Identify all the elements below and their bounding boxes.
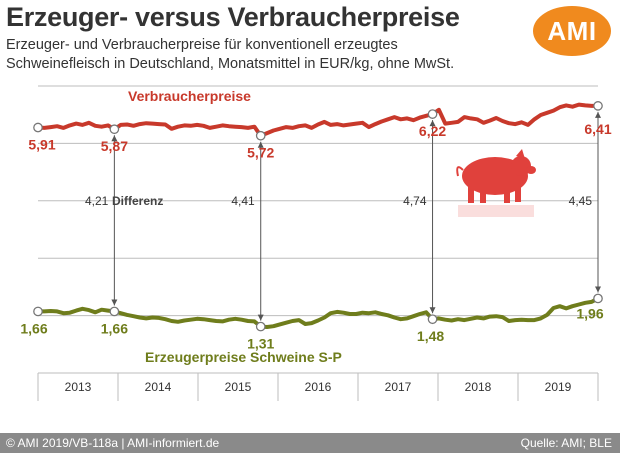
- pig-leg: [504, 188, 510, 203]
- difference-arrow-down: [429, 307, 436, 314]
- year-label: 2017: [385, 380, 412, 394]
- series-markers: [33, 101, 603, 332]
- pig-leg: [480, 188, 486, 203]
- consumer-value-label: 6,22: [419, 123, 446, 139]
- value-labels: 4,21 4,41 4,74 4,45 5,91 5,87 5,72 6,22 6,41 1,66…: [20, 88, 611, 365]
- year-label: 2016: [305, 380, 332, 394]
- year-label: 2018: [465, 380, 492, 394]
- footer-source: Quelle: AMI; BLE: [520, 436, 612, 450]
- producer-marker: [593, 293, 603, 304]
- pig-leg: [468, 186, 474, 203]
- producer-marker: [109, 306, 120, 317]
- consumer-marker: [109, 124, 120, 135]
- footer-copyright: © AMI 2019/VB-118a | AMI-informiert.de: [6, 436, 220, 450]
- year-label: 2013: [65, 380, 92, 394]
- pig-icon: [456, 149, 536, 217]
- consumer-value-label: 5,91: [28, 137, 55, 153]
- pig-shape: [456, 149, 536, 203]
- ami-logo: AMI: [533, 6, 611, 56]
- producer-marker: [427, 314, 438, 325]
- difference-arrow-down: [257, 314, 264, 321]
- producer-value-label: 1,66: [101, 320, 128, 336]
- producer-value-label: 1,96: [576, 305, 603, 321]
- year-label: 2015: [225, 380, 252, 394]
- difference-value-label: 4,41: [231, 194, 255, 208]
- pig-snout: [526, 166, 536, 174]
- price-chart: 2013 2014 2015 2016 2017 2018 2019 4,21 4,41 4,7…: [20, 85, 612, 401]
- pig-ear: [516, 149, 525, 159]
- difference-value-label: 4,21: [85, 194, 109, 208]
- year-label: 2014: [145, 380, 172, 394]
- producer-series-label: Erzeugerpreise Schweine S-P: [145, 349, 342, 365]
- consumer-marker: [427, 109, 438, 119]
- year-label: 2019: [545, 380, 572, 394]
- subtitle-line-2: Schweinefleisch in Deutschland, Monatsmi…: [6, 56, 455, 72]
- difference-arrow-up: [111, 135, 118, 142]
- difference-value-label: 4,74: [403, 194, 427, 208]
- x-axis: 2013 2014 2015 2016 2017 2018 2019: [37, 373, 599, 401]
- pig-tail: [456, 166, 464, 177]
- pig-shadow: [458, 205, 534, 217]
- consumer-value-label: 6,41: [584, 121, 611, 137]
- chart-title: Erzeuger- versus Verbraucherpreise: [6, 2, 460, 32]
- difference-arrow-down: [595, 286, 601, 293]
- difference-arrow-up: [595, 111, 601, 118]
- consumer-marker: [33, 122, 43, 133]
- subtitle-line-1: Erzeuger- und Verbraucherpreise für konv…: [6, 37, 398, 53]
- difference-connectors: [111, 111, 601, 321]
- consumer-series-line: [36, 102, 600, 138]
- difference-label: Differenz: [112, 194, 163, 208]
- producer-value-label: 1,31: [247, 336, 274, 352]
- producer-value-label: 1,66: [20, 320, 47, 336]
- consumer-marker: [593, 101, 603, 111]
- consumer-series-label: Verbraucherpreise: [128, 88, 251, 104]
- producer-marker: [255, 321, 266, 332]
- difference-arrow-down: [111, 299, 118, 306]
- pig-head: [511, 156, 531, 176]
- series-lines: [36, 102, 600, 329]
- consumer-value-label: 5,72: [247, 145, 274, 161]
- consumer-value-label: 5,87: [101, 138, 128, 154]
- producer-value-label: 1,48: [417, 328, 444, 344]
- producer-series-line: [36, 296, 600, 329]
- producer-marker: [33, 306, 43, 317]
- consumer-marker: [255, 130, 266, 141]
- pig-leg: [515, 185, 521, 202]
- chart-subtitle: Erzeuger- und Verbraucherpreise für konv…: [6, 36, 454, 74]
- footer-bar: © AMI 2019/VB-118a | AMI-informiert.de Q…: [0, 433, 620, 453]
- difference-arrow-up: [429, 120, 436, 127]
- difference-arrow-up: [257, 141, 264, 148]
- difference-value-label: 4,45: [569, 194, 593, 208]
